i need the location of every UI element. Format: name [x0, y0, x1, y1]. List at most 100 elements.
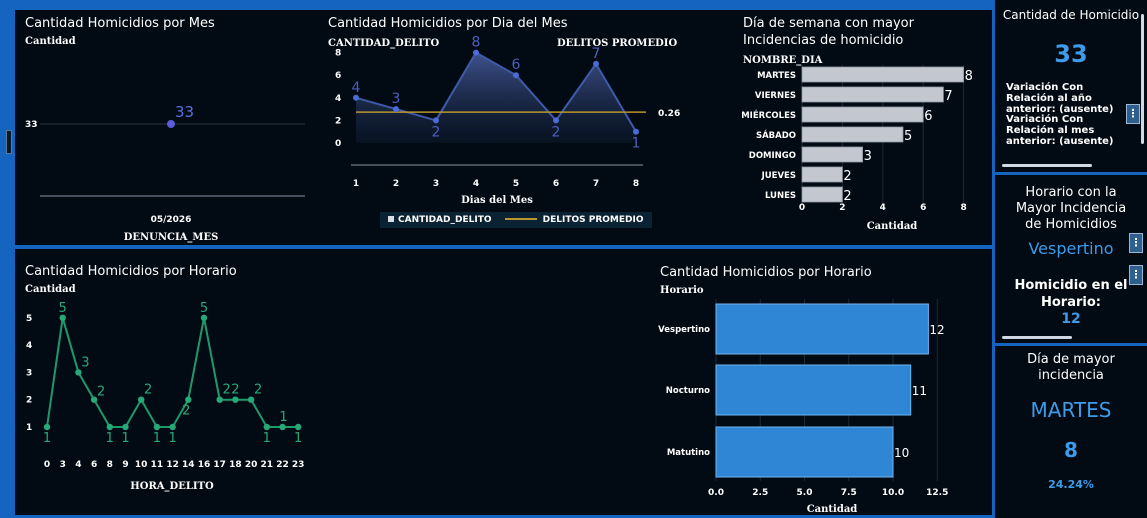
month-chart: 33 05/2026 33 DENUNCIA_MES	[25, 103, 305, 243]
data-point	[59, 314, 66, 321]
data-label: 33	[175, 103, 194, 121]
data-point	[232, 396, 239, 403]
x-tick: 4	[880, 203, 886, 213]
panel-homicides-by-month: Cantidad Homicidios por Mes Cantidad 33 …	[15, 10, 325, 245]
kpi-total-homicides: Cantidad de Homicidio 33 Variación Con R…	[995, 0, 1147, 172]
data-point	[263, 423, 270, 431]
data-label: 8	[965, 69, 973, 84]
data-point[interactable]	[167, 120, 175, 128]
bar	[801, 126, 904, 143]
kpi-top-day: Día de mayor incidencia MARTES 8 24.24%	[995, 346, 1147, 518]
data-point	[185, 396, 192, 403]
kpi-title: Cantidad de Homicidio	[1002, 8, 1140, 22]
x-tick: 4	[473, 179, 479, 189]
y-axis-label: NOMBRE_DIA	[743, 55, 823, 66]
bar	[715, 303, 929, 355]
data-label: 1	[43, 431, 51, 446]
series-area	[356, 52, 636, 143]
data-label: 4	[352, 80, 361, 96]
data-label: 2	[552, 124, 561, 140]
y-tick: 1	[26, 423, 32, 433]
x-tick: 8	[960, 203, 966, 213]
y-tick: 8	[335, 49, 341, 59]
y-tick: SÁBADO	[756, 129, 796, 141]
data-label: 2	[231, 383, 239, 398]
y-tick: 4	[26, 341, 32, 351]
x-axis-label: DENUNCIA_MES	[124, 232, 219, 243]
x-tick: 9	[122, 460, 128, 470]
y-tick: 4	[335, 94, 341, 104]
panel-homicides-by-day: Cantidad Homicidios por Dia del Mes CANT…	[325, 10, 730, 245]
data-point	[593, 60, 599, 67]
kpi-value: 33	[1054, 40, 1088, 68]
data-point	[200, 314, 208, 321]
y-tick: MIÉRCOLES	[741, 109, 796, 121]
x-tick: 7.5	[841, 488, 857, 498]
bar	[801, 106, 924, 123]
y-tick: VIERNES	[755, 91, 796, 101]
chart-title: Cantidad Homicidios por Horario	[25, 264, 237, 279]
x-tick: 6	[920, 203, 926, 213]
vertical-scrollbar[interactable]	[1141, 14, 1144, 144]
panel-homicides-by-shift: Cantidad Homicidios por Horario Horario …	[642, 249, 992, 515]
more-options-button[interactable]: ⋮	[1129, 233, 1143, 253]
kpi-value: MARTES	[1030, 398, 1112, 422]
x-tick: 5	[513, 179, 519, 189]
kpi-title: Día de mayor incidencia	[1027, 352, 1115, 383]
data-point	[138, 396, 145, 403]
kpi-title: Horario con la Mayor Incidencia de Homic…	[1015, 185, 1127, 232]
bar	[801, 86, 944, 103]
bar	[715, 364, 912, 416]
legend-series-label: CANTIDAD_DELITO	[398, 215, 492, 225]
x-tick: 10	[135, 460, 148, 470]
more-options-button[interactable]: ⋮	[1126, 104, 1140, 124]
chart-legend: CANTIDAD_DELITO DELITOS PROMEDIO	[380, 212, 652, 228]
x-tick: 23	[292, 460, 305, 470]
data-label: 1	[294, 431, 302, 446]
data-label: 5	[904, 129, 912, 144]
x-tick: 11	[151, 460, 164, 470]
y-tick: Nocturno	[666, 386, 710, 396]
x-tick: 7	[593, 179, 599, 189]
x-tick: 0	[44, 460, 50, 470]
series-line	[355, 51, 637, 133]
y-tick: 5	[26, 314, 32, 324]
x-tick: 8	[107, 460, 113, 470]
data-label: 2	[843, 169, 851, 184]
chart-title-line1: Día de semana con mayor	[743, 16, 914, 31]
horizontal-scrollbar[interactable]	[1002, 336, 1072, 339]
chart-title-line2: Incidencias de homicidio	[743, 33, 904, 48]
bar	[801, 146, 863, 163]
bar	[801, 186, 843, 203]
x-tick: 16	[198, 460, 211, 470]
x-tick: 4	[75, 460, 81, 470]
data-label: 12	[929, 323, 944, 337]
x-tick: 20	[245, 460, 258, 470]
data-label: 3	[392, 91, 401, 107]
y-tick: Matutino	[667, 448, 710, 458]
variation-year: Variación Con Relación al año anterior: …	[1006, 82, 1114, 115]
data-label: 6	[924, 109, 932, 124]
data-label: 5	[59, 301, 67, 316]
y-tick: 2	[26, 396, 32, 406]
x-tick: 22	[276, 460, 289, 470]
kpi-percentage: 24.24%	[1048, 478, 1094, 491]
data-label: 1	[632, 136, 641, 152]
data-point	[122, 423, 129, 431]
panel-homicides-by-hour: Cantidad Homicidios por Horario Cantidad…	[15, 249, 642, 515]
data-point	[473, 49, 479, 56]
data-label: 5	[200, 301, 208, 316]
horizontal-scrollbar[interactable]	[1002, 164, 1092, 167]
data-label: 3	[81, 355, 89, 370]
data-label: 1	[121, 431, 129, 446]
x-axis-label: HORA_DELITO	[130, 481, 214, 492]
data-point	[75, 369, 82, 376]
y-tick: 0	[335, 139, 341, 149]
y-axis-label: Cantidad	[25, 36, 76, 47]
x-tick: 12	[166, 460, 179, 470]
x-axis-label: Cantidad	[867, 221, 918, 232]
more-options-button-secondary[interactable]: ⋮	[1129, 265, 1143, 285]
x-tick: 10.0	[882, 488, 904, 498]
average-value-label: 0.26	[658, 109, 680, 119]
data-point	[43, 423, 51, 431]
